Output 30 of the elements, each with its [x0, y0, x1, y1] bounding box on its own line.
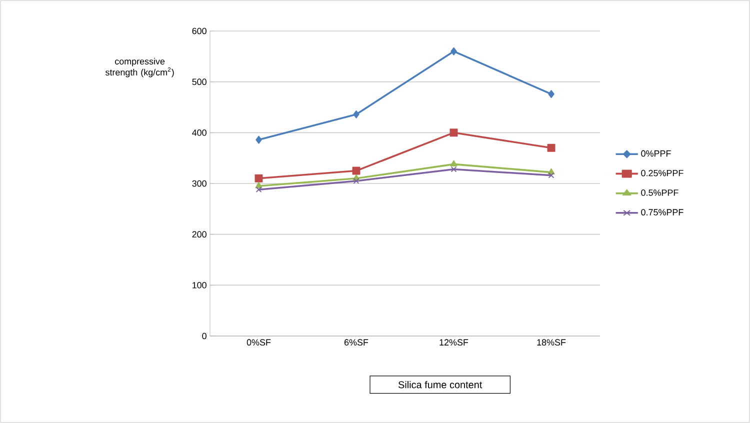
y-tick-label: 400	[192, 129, 206, 136]
y-tick-label: 300	[192, 180, 206, 187]
y-tick-label: 600	[192, 28, 206, 34]
x-axis-title: Silica fume content	[398, 380, 482, 388]
point	[353, 110, 360, 118]
y-tick-label: 200	[192, 231, 206, 238]
point	[547, 144, 556, 152]
y-axis-title: compressive strength (kg/cm$^{2}$)	[106, 58, 174, 78]
point	[548, 90, 554, 98]
legend-label: 0.5%PPF	[641, 189, 678, 196]
point	[548, 172, 554, 178]
x-tick-label: 6%SF	[344, 339, 368, 346]
point	[254, 174, 263, 182]
y-tick-label: 500	[192, 78, 206, 86]
point	[450, 128, 458, 137]
point	[256, 136, 262, 144]
legend-label: 0%PPF	[641, 150, 671, 157]
y-tick-label: 0	[202, 332, 206, 340]
x-tick-label: 18%SF	[537, 339, 566, 346]
x-tick-label: 12%SF	[440, 339, 468, 346]
x-tick-label: 0%SF	[246, 339, 271, 346]
point	[450, 47, 457, 56]
legend-label: 0.75%PPF	[641, 209, 684, 216]
y-tick-label: 100	[192, 282, 206, 288]
point	[353, 178, 360, 184]
point	[450, 166, 457, 172]
point	[256, 186, 262, 193]
point	[352, 166, 360, 175]
legend-label: 0.25%PPF	[641, 170, 684, 176]
point	[450, 160, 458, 166]
